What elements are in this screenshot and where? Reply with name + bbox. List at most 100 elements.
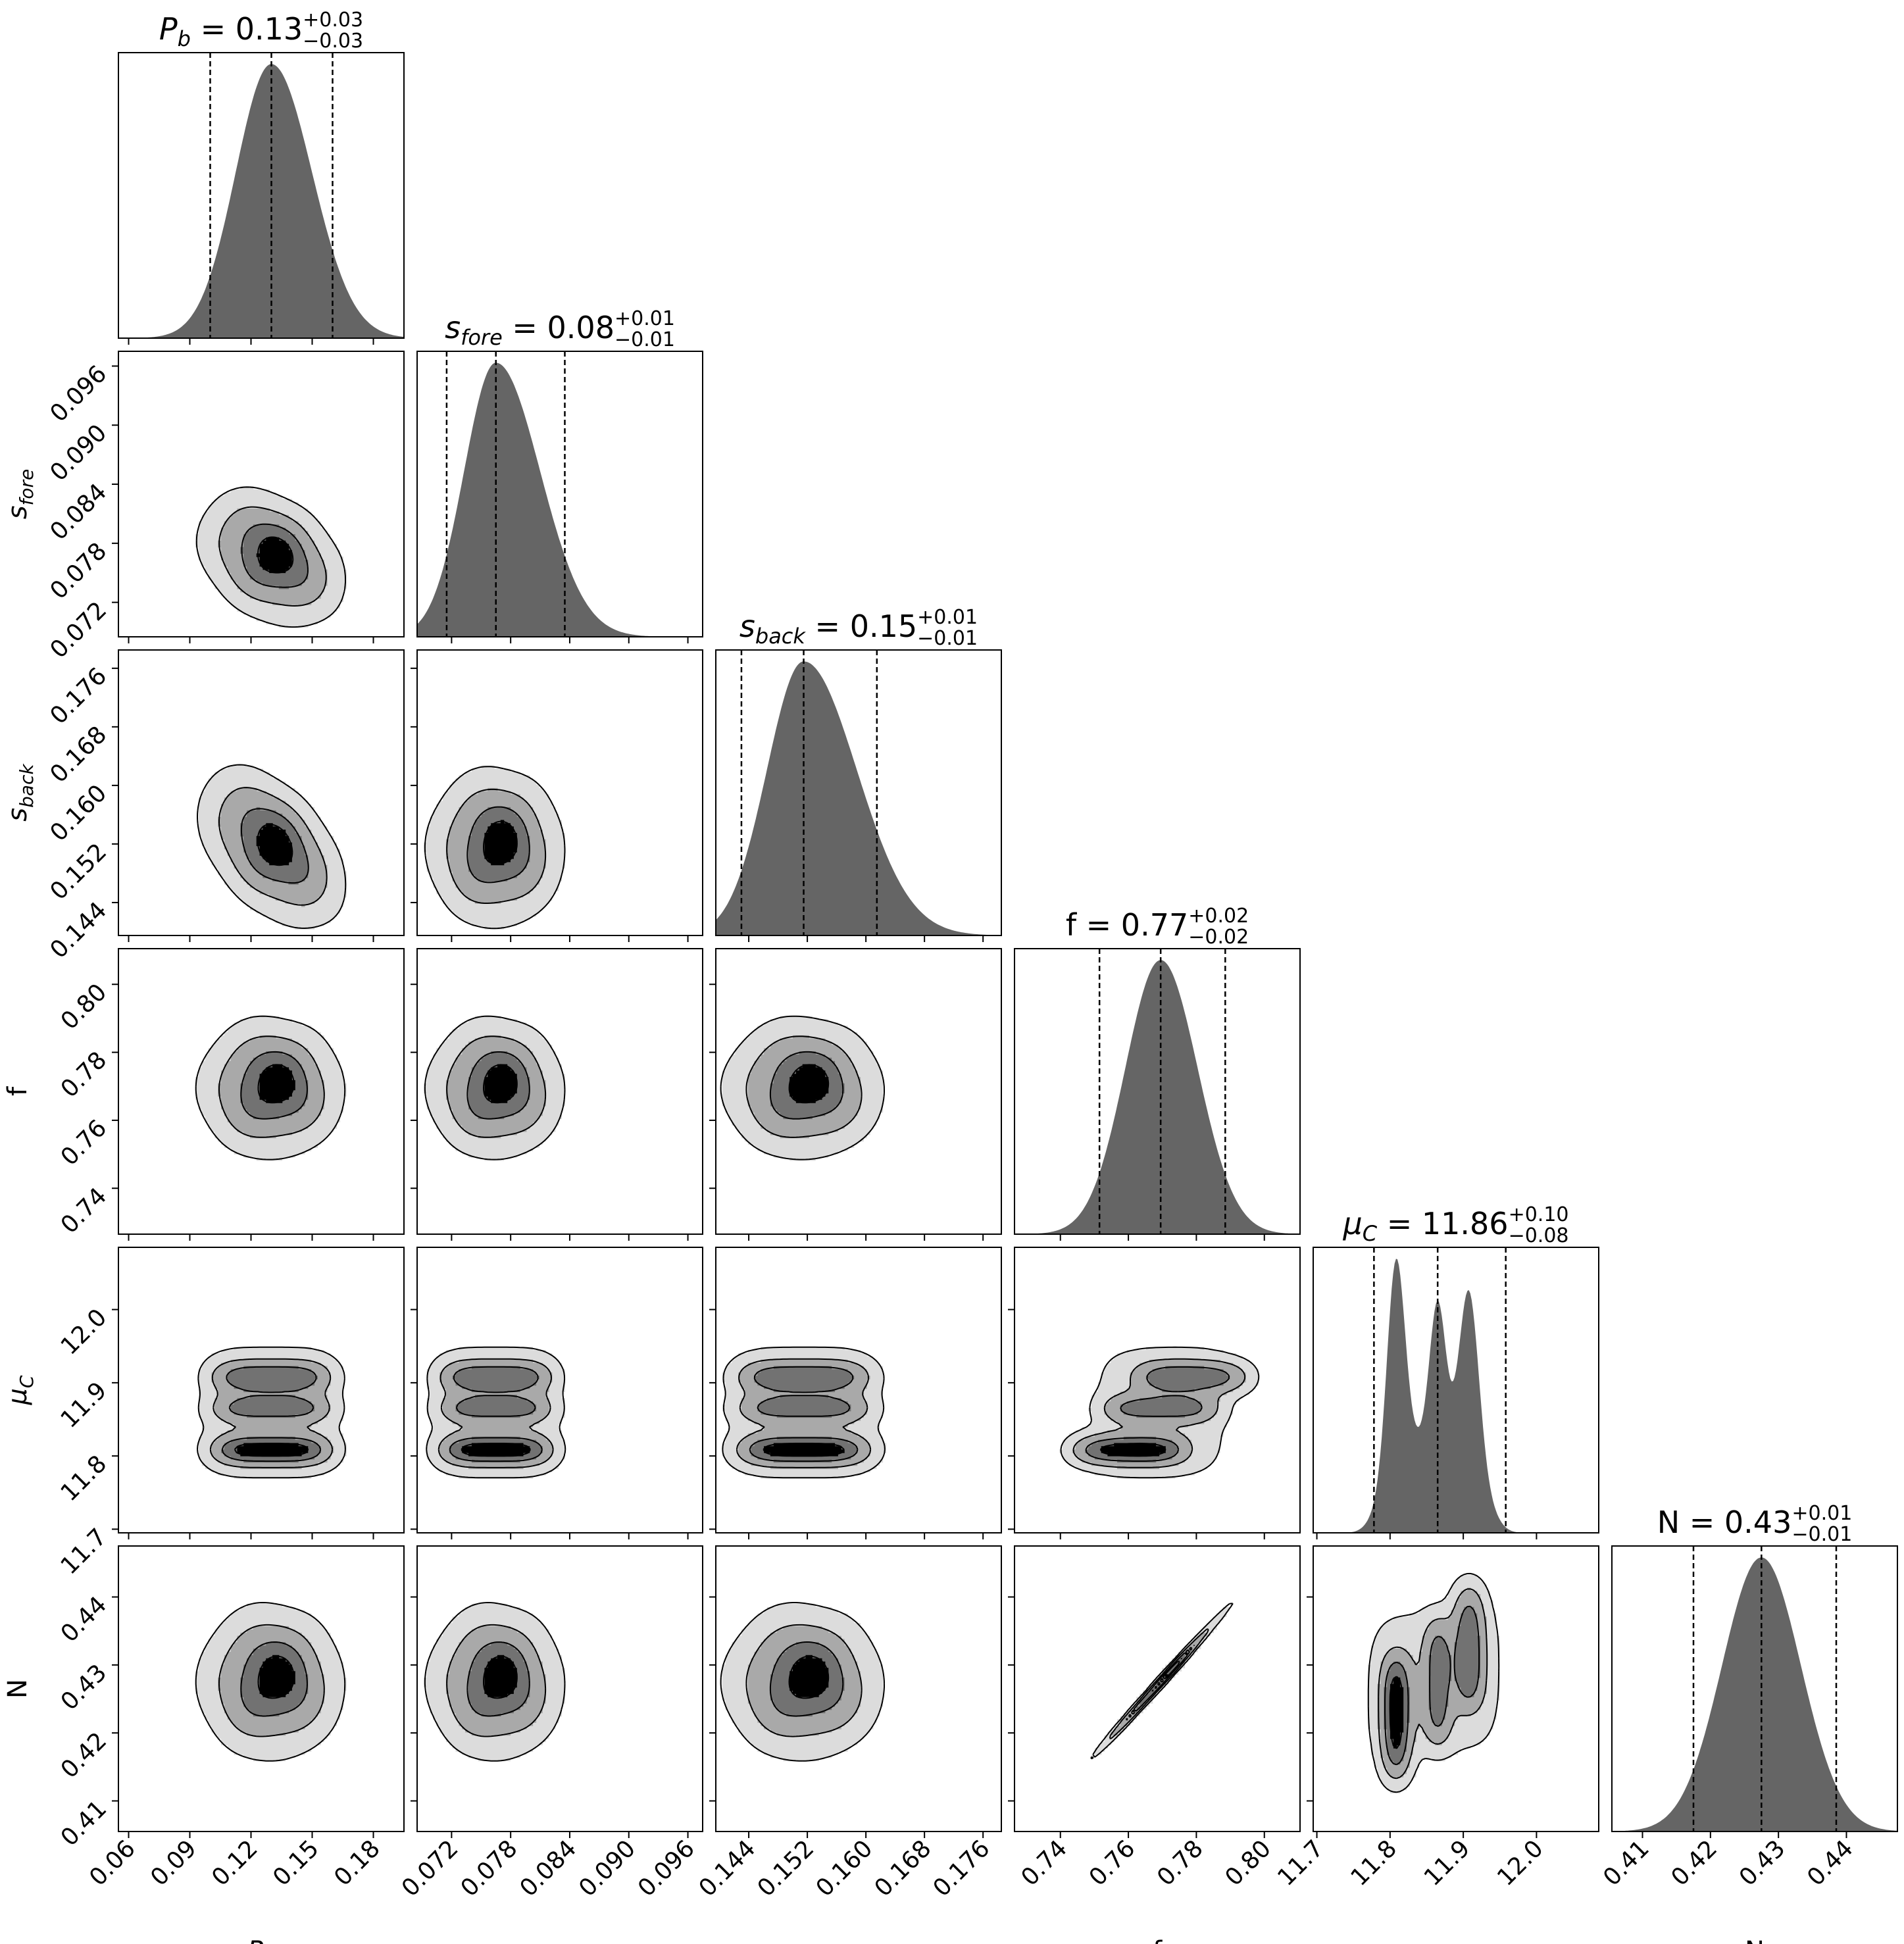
y-tick-label-n: 0.43 bbox=[56, 1659, 113, 1716]
panel-frame bbox=[1014, 948, 1301, 1235]
y-tick-label-n: 0.41 bbox=[56, 1795, 113, 1852]
y-tick-label-s-fore: 0.084 bbox=[45, 478, 112, 545]
panel-frame bbox=[118, 351, 405, 637]
title-f: f = 0.77+0.02 bbox=[1066, 905, 1249, 943]
x-axis-label-f: f bbox=[1153, 1936, 1163, 1944]
contour-line-4 bbox=[257, 1064, 295, 1104]
y-axis-label-s-back: sback bbox=[3, 763, 38, 822]
contour-line-4 bbox=[257, 536, 294, 574]
x-tick-label-f: 0.76 bbox=[1084, 1835, 1141, 1891]
title-minus-s-back: −0.01 bbox=[917, 627, 978, 650]
panel-frame bbox=[118, 1247, 405, 1533]
contour-line-4 bbox=[763, 1443, 845, 1457]
x-tick-label-f: 0.80 bbox=[1220, 1835, 1276, 1891]
panel-f-vs-n bbox=[1014, 1545, 1301, 1832]
contour-line-3 bbox=[1125, 1645, 1195, 1721]
x-tick-label-mu-c: 12.0 bbox=[1492, 1835, 1549, 1891]
contour-line-1 bbox=[1060, 1346, 1260, 1479]
density-level-4 bbox=[259, 1064, 295, 1103]
contour-line-1 bbox=[197, 1346, 346, 1479]
panel-f-vs-mu-c bbox=[1014, 1247, 1301, 1533]
panel-frame bbox=[416, 948, 703, 1235]
y-axis-label-mu-c: μC bbox=[3, 1375, 38, 1405]
panel-frame bbox=[1611, 1545, 1898, 1832]
y-tick-label-mu-c: 12.0 bbox=[56, 1304, 113, 1360]
density-level-3 bbox=[1384, 1607, 1481, 1765]
contour-line-3 bbox=[240, 808, 309, 884]
contour-line-3 bbox=[1085, 1366, 1230, 1462]
x-axis-label-n: N bbox=[1745, 1936, 1765, 1944]
contour-line-2 bbox=[218, 1624, 325, 1737]
title-n: N = 0.43+0.01 bbox=[1657, 1502, 1853, 1540]
panel-s-back-vs-n bbox=[715, 1545, 1002, 1832]
panel-frame bbox=[1313, 1545, 1599, 1832]
panel-frame bbox=[416, 1545, 703, 1832]
contour-line-1 bbox=[424, 766, 566, 930]
contour-line-2 bbox=[1072, 1358, 1246, 1468]
contour-line-1 bbox=[1090, 1603, 1234, 1760]
panel-frame bbox=[118, 1545, 405, 1832]
y-tick-label-n: 0.42 bbox=[56, 1728, 113, 1784]
contour-line-4 bbox=[483, 1655, 518, 1699]
panel-frame bbox=[416, 1247, 703, 1533]
contour-line-3 bbox=[466, 1051, 530, 1120]
panel-frame bbox=[715, 649, 1002, 936]
panel-s-fore-vs-s-back bbox=[416, 649, 703, 936]
x-tick-label-mu-c: 11.8 bbox=[1346, 1835, 1403, 1891]
x-tick-label-p-b: 0.15 bbox=[268, 1835, 324, 1891]
contour-line-2 bbox=[218, 1035, 325, 1138]
contour-line-2 bbox=[446, 788, 547, 904]
x-axis-label-mu-c: μC bbox=[1440, 1936, 1470, 1944]
panel-frame bbox=[1014, 1545, 1301, 1832]
contour-line-2 bbox=[736, 1358, 872, 1468]
diag-panel-p-b: Pb = 0.13+0.03−0.03 bbox=[118, 9, 405, 339]
x-tick-label-n: 0.44 bbox=[1802, 1835, 1859, 1891]
contour-line-3 bbox=[466, 1641, 530, 1717]
x-tick-label-s-back: 0.144 bbox=[694, 1835, 761, 1902]
density-level-4 bbox=[237, 1443, 309, 1457]
panel-frame bbox=[1014, 1247, 1301, 1533]
contour-line-3 bbox=[221, 1366, 322, 1462]
panel-frame bbox=[1313, 1247, 1599, 1533]
panel-s-fore-vs-f bbox=[416, 948, 703, 1235]
y-tick-label-s-fore: 0.072 bbox=[45, 597, 112, 664]
contour-line-4 bbox=[1151, 1657, 1183, 1692]
density-level-4 bbox=[462, 1443, 530, 1457]
y-axis-label-s-fore: sfore bbox=[3, 469, 38, 520]
y-tick-label-f: 0.76 bbox=[56, 1114, 113, 1171]
contour-line-4 bbox=[461, 1443, 531, 1457]
y-tick-label-n: 0.44 bbox=[56, 1591, 113, 1648]
x-tick-label-n: 0.41 bbox=[1598, 1835, 1655, 1891]
contour-line-3 bbox=[240, 1641, 308, 1717]
title-minus-n: −0.01 bbox=[1791, 1523, 1852, 1546]
contour-line-2 bbox=[209, 1358, 334, 1468]
y-tick-label-s-back: 0.168 bbox=[45, 721, 112, 788]
contour-line-1 bbox=[195, 486, 346, 628]
y-tick-label-mu-c: 11.9 bbox=[56, 1377, 113, 1433]
x-tick-label-p-b: 0.12 bbox=[207, 1835, 263, 1891]
y-tick-label-s-fore: 0.078 bbox=[45, 537, 112, 605]
contour-line-2 bbox=[218, 787, 328, 906]
panel-p-b-vs-s-back bbox=[118, 649, 405, 936]
y-tick-label-f: 0.74 bbox=[56, 1183, 113, 1239]
x-tick-label-p-b: 0.18 bbox=[329, 1835, 386, 1891]
density-level-4 bbox=[764, 1443, 845, 1457]
contour-line-3 bbox=[769, 1051, 844, 1120]
x-tick-label-p-b: 0.06 bbox=[84, 1835, 141, 1891]
panel-p-b-vs-n bbox=[118, 1545, 405, 1832]
contour-line-2 bbox=[1109, 1628, 1209, 1739]
contour-line-3 bbox=[241, 523, 309, 588]
diag-panel-s-back: sback = 0.15+0.01−0.01 bbox=[715, 606, 1002, 936]
x-tick-label-s-back: 0.152 bbox=[753, 1835, 820, 1902]
contour-line-4 bbox=[483, 820, 518, 865]
contour-line-3 bbox=[240, 1051, 308, 1120]
density-level-4 bbox=[256, 537, 292, 574]
x-tick-label-f: 0.74 bbox=[1016, 1835, 1072, 1891]
panel-frame bbox=[416, 649, 703, 936]
contour-line-1 bbox=[426, 1346, 566, 1479]
x-axis-label-s-back: sback bbox=[830, 1936, 888, 1944]
density-level-4 bbox=[259, 1655, 295, 1697]
y-axis-label-f: f bbox=[3, 1086, 33, 1096]
panel-s-back-vs-f bbox=[715, 948, 1002, 1235]
contour-line-2 bbox=[1378, 1588, 1488, 1780]
